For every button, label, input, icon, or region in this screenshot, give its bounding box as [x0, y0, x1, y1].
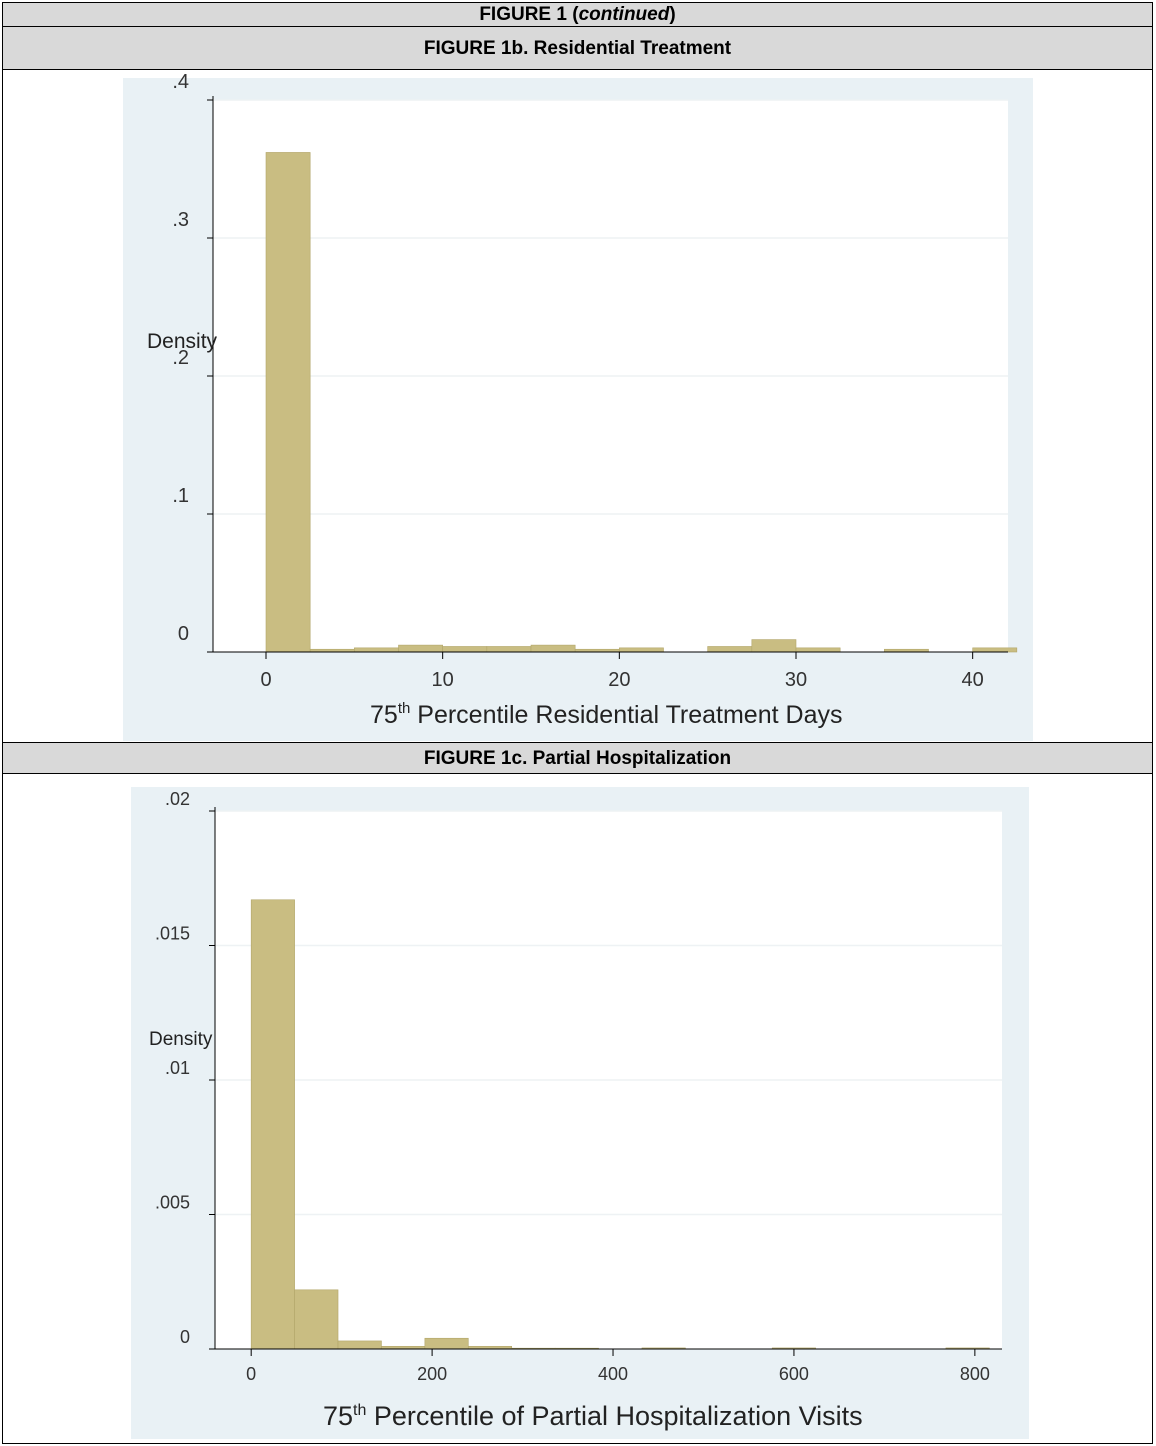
chart-1c-title: FIGURE 1c. Partial Hospitalization	[3, 743, 1152, 773]
divider	[3, 26, 1152, 27]
histogram-bar	[265, 152, 311, 653]
chart-1c-panel: 0 .005 .01 .015 .02 0 200 400 600 800 Density 75th …	[131, 787, 1029, 1439]
y-tick-label: .3	[172, 209, 189, 231]
chart-1b-svg: 0 .1 .2 .3 .4 0 10 20 30 40 Density 75th Percentile…	[147, 71, 1018, 729]
x-tick-label: 30	[785, 669, 807, 691]
x-tick-label: 0	[246, 1364, 256, 1384]
y-tick-label: .015	[155, 924, 190, 944]
header-italic: continued	[578, 4, 670, 25]
x-tick-label: 400	[598, 1364, 628, 1384]
header-prefix: FIGURE 1 (	[479, 4, 579, 25]
x-axis-label: 75th Percentile of Partial Hospitalizati…	[323, 1401, 863, 1431]
y-axis-label: Density	[149, 1029, 213, 1050]
y-tick-label: .4	[172, 71, 189, 93]
histogram-bar	[398, 644, 443, 653]
y-tick-label: .01	[165, 1058, 190, 1078]
histogram-bar	[424, 1337, 469, 1350]
x-tick-label: 40	[962, 669, 984, 691]
histogram-bar	[354, 647, 399, 653]
histogram-bar	[250, 899, 295, 1350]
chart-1b-title: FIGURE 1b. Residential Treatment	[3, 27, 1152, 69]
histogram-bar	[972, 647, 1018, 653]
x-tick-label: 0	[260, 669, 271, 691]
chart-1b-panel: 0 .1 .2 .3 .4 0 10 20 30 40 Density 75th Percentile…	[123, 71, 1033, 741]
histogram-bar	[530, 644, 576, 653]
x-axis-label: 75th Percentile Residential Treatment Da…	[370, 700, 842, 729]
figure-header: FIGURE 1 (continued)	[3, 3, 1152, 26]
y-tick-label: 0	[178, 623, 189, 645]
histogram-bar	[486, 646, 532, 653]
y-tick-label: .02	[165, 789, 190, 809]
histogram-bar	[751, 639, 797, 653]
divider	[3, 742, 1152, 743]
histogram-bar	[294, 1289, 339, 1350]
header-suffix: )	[669, 4, 676, 25]
x-tick-label: 10	[432, 669, 454, 691]
y-axis-label: Density	[147, 330, 218, 353]
histogram-bar	[337, 1340, 382, 1350]
x-tick-label: 600	[779, 1364, 809, 1384]
divider	[3, 773, 1152, 774]
histogram-bar	[707, 646, 753, 653]
histogram-bar	[795, 647, 841, 653]
y-tick-label: .005	[155, 1193, 190, 1213]
y-tick-label: .1	[172, 485, 189, 507]
divider	[3, 69, 1152, 70]
y-tick-label: .2	[172, 347, 189, 369]
chart-1c-svg: 0 .005 .01 .015 .02 0 200 400 600 800 Density 75th …	[149, 789, 1002, 1431]
x-tick-label: 200	[417, 1364, 447, 1384]
histogram-bar	[619, 647, 664, 653]
histogram-bar	[442, 646, 488, 653]
x-tick-label: 800	[960, 1364, 990, 1384]
x-tick-label: 20	[608, 669, 630, 691]
y-tick-label: 0	[180, 1327, 190, 1347]
